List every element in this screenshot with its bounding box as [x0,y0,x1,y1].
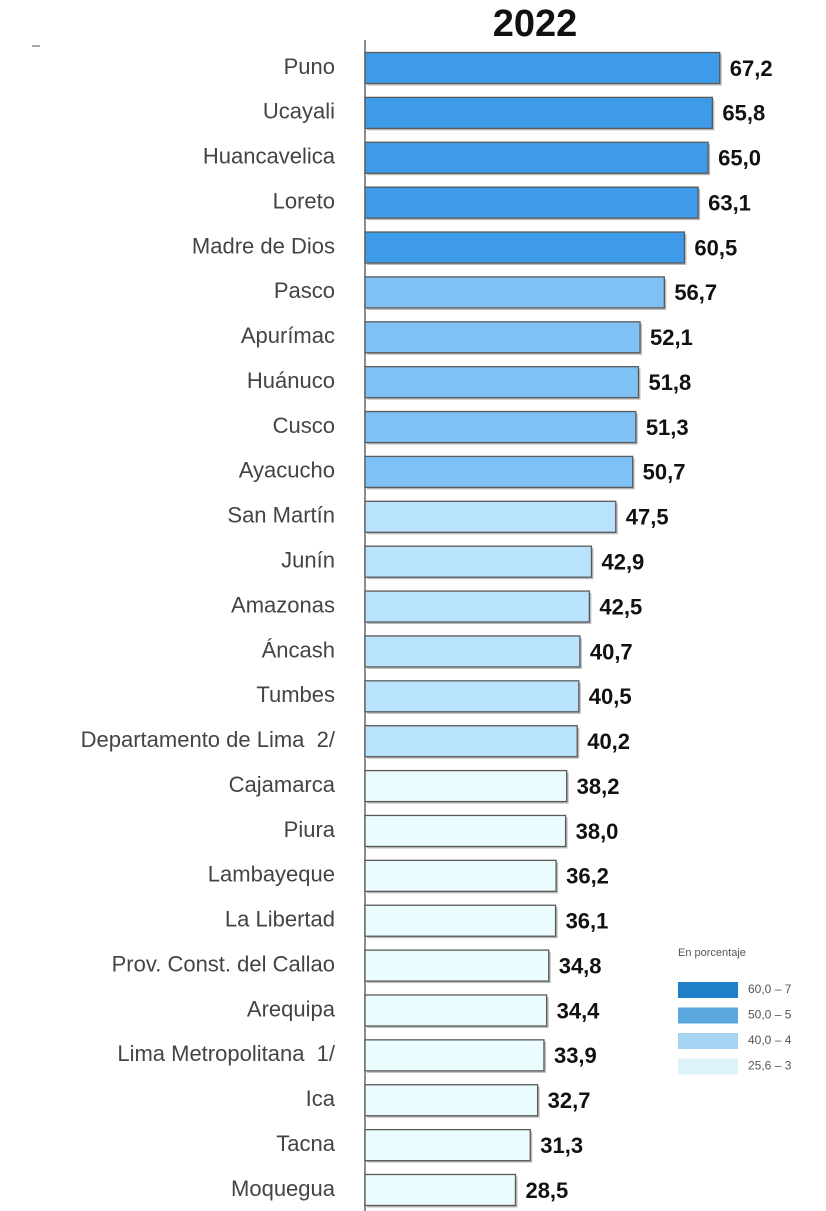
bar [364,814,567,848]
bar [364,725,578,758]
category-label: Huánuco [247,368,335,393]
value-label: 42,5 [599,594,642,619]
category-label: Cajamarca [229,772,336,797]
bar [364,1084,539,1117]
bar [364,680,580,713]
category-label: Arequipa [247,996,336,1021]
value-label: 38,2 [577,774,620,799]
legend-label: 60,0 – 7 [748,982,792,996]
legend-swatch [678,1033,738,1049]
bar [364,51,721,85]
value-label: 60,5 [694,235,737,260]
bar [364,455,634,489]
bar [364,410,637,444]
value-label: 50,7 [643,460,686,485]
value-label: 47,5 [626,505,669,530]
bar [364,1128,531,1162]
bar [364,1039,545,1072]
value-label: 40,7 [590,639,633,664]
bar [364,769,568,803]
value-label: 34,4 [557,998,601,1023]
category-label: Junín [281,547,335,572]
category-label: Cusco [273,413,335,438]
category-label: Moquegua [231,1176,336,1201]
value-label: 65,8 [722,101,765,126]
value-label: 32,7 [548,1088,591,1113]
category-label: San Martín [227,503,335,528]
category-label: Puno [284,54,335,79]
legend-label: 50,0 – 5 [748,1008,792,1022]
bar [364,545,593,578]
category-label: Ucayali [263,99,335,124]
bar [364,1173,517,1207]
category-label: Lima Metropolitana 1/ [117,1041,336,1066]
value-label: 38,0 [576,819,619,844]
bar [364,994,548,1027]
bar [364,859,557,892]
category-label: Tacna [276,1131,335,1156]
category-label: Piura [284,817,336,842]
category-label: Madre de Dios [192,233,335,258]
category-label: Áncash [262,637,335,662]
category-label: Amazonas [231,592,335,617]
legend-label: 25,6 – 3 [748,1059,792,1073]
category-label: Pasco [274,278,335,303]
category-label: Ica [306,1086,336,1111]
value-label: 67,2 [730,56,773,81]
bar [364,321,641,354]
chart-title: 2022 [493,3,578,45]
value-label: 63,1 [708,190,751,215]
category-label: Departamento de Lima 2/ [81,727,336,752]
value-label: 52,1 [650,325,693,350]
legend-label: 40,0 – 4 [748,1033,792,1047]
legend-title: En porcentaje [678,947,746,959]
category-label: Huancavelica [203,144,336,169]
value-label: 65,0 [718,146,761,171]
value-label: 33,9 [554,1043,597,1068]
value-label: 34,8 [559,953,602,978]
bar [364,231,686,264]
legend-swatch [678,1058,738,1075]
bar [364,186,699,219]
category-label: Prov. Const. del Callao [112,951,335,976]
category-label: Loreto [273,188,335,213]
category-label: Ayacucho [239,458,335,483]
category-label: Lambayeque [208,862,335,887]
bar [364,141,709,174]
value-label: 42,9 [601,549,644,574]
value-label: 51,3 [646,415,689,440]
bar [364,904,557,937]
value-label: 56,7 [674,280,717,305]
value-label: 51,8 [648,370,691,395]
bar [364,96,714,130]
value-label: 36,1 [566,909,609,934]
value-label: 31,3 [540,1133,583,1158]
bar [364,366,640,399]
bar [364,590,591,623]
value-label: 28,5 [525,1178,568,1203]
bar [364,500,617,533]
legend-swatch [678,982,738,998]
legend-swatch [678,1007,738,1024]
value-label: 36,2 [566,864,609,889]
category-label: Apurímac [241,323,335,348]
category-label: Tumbes [256,682,335,707]
value-label: 40,5 [589,684,632,709]
bar [364,276,665,309]
value-label: 40,2 [587,729,630,754]
bar [364,635,581,668]
bar [364,949,550,982]
category-label: La Libertad [225,907,335,932]
